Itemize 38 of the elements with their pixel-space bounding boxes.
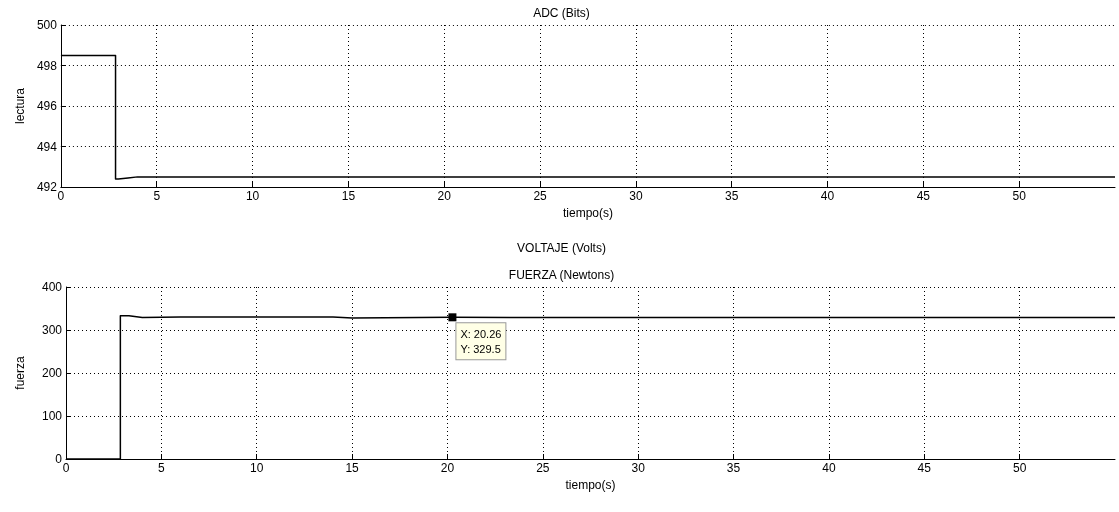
y-axis-title: fuerza	[13, 356, 27, 390]
y-tick-label: 100	[41, 409, 63, 423]
x-tick-label: 5	[153, 189, 161, 203]
x-tick-label: 20	[437, 189, 452, 203]
x-tick-label: 30	[629, 189, 643, 203]
y-tick-label: 0	[55, 452, 63, 466]
x-tick-label: 40	[820, 189, 835, 203]
y-tick-label: 498	[36, 58, 58, 73]
y-axis-title: lectura	[13, 87, 27, 125]
x-tick-label: 50	[1012, 461, 1027, 475]
x-tick-label: 40	[822, 461, 836, 475]
y-tick-label: 300	[41, 323, 63, 337]
x-axis-title: tiempo(s)	[565, 478, 616, 492]
y-tick-label: 494	[36, 139, 58, 154]
x-tick-label: 45	[916, 189, 931, 203]
x-tick-label: 45	[917, 461, 932, 475]
x-tick-label: 10	[245, 189, 260, 203]
x-tick-label: 50	[1012, 189, 1027, 203]
x-tick-label: 20	[440, 461, 455, 475]
x-tick-label: 5	[158, 461, 166, 475]
chart-title: FUERZA (Newtons)	[508, 268, 615, 282]
x-tick-label: 15	[341, 189, 356, 203]
x-tick-label: 35	[726, 461, 741, 475]
x-tick-label: 25	[533, 189, 548, 203]
x-tick-label: 10	[250, 461, 264, 475]
y-tick-label: 496	[36, 99, 58, 113]
x-tick-label: 15	[345, 461, 360, 475]
chart-title: ADC (Bits)	[533, 6, 590, 20]
x-tick-label: 25	[536, 461, 550, 475]
y-tick-label: 400	[41, 280, 63, 294]
y-tick-label: 200	[41, 366, 63, 380]
y-tick-label: 500	[36, 18, 58, 32]
annotation: X: 20.26 Y: 329.5	[460, 327, 502, 355]
text: VOLTAJE (Volts)	[517, 241, 606, 255]
y-tick-label: 492	[36, 180, 58, 194]
x-tick-label: 35	[725, 189, 739, 203]
x-axis-title: tiempo(s)	[562, 206, 613, 220]
x-tick-label: 30	[631, 461, 646, 475]
